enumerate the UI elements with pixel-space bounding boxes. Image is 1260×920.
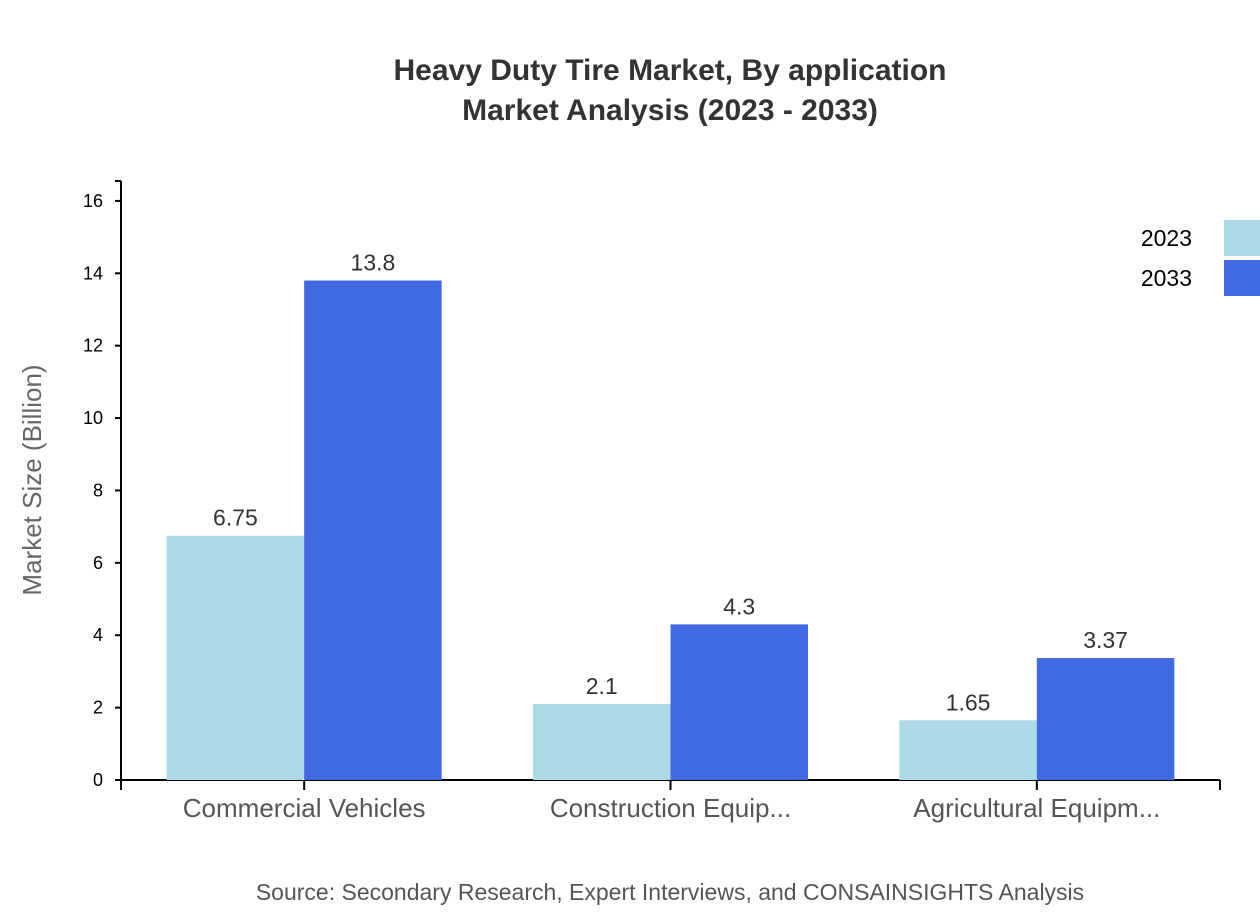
- bar-2023[interactable]: [533, 703, 671, 780]
- legend-label: 2033: [1141, 265, 1192, 291]
- chart-title-line-1: Heavy Duty Tire Market, By application: [394, 54, 947, 87]
- data-label: 6.75: [213, 505, 258, 531]
- bar-2033[interactable]: [670, 624, 809, 780]
- y-tick-label: 0: [93, 770, 103, 790]
- legend-swatch-2023: [1224, 220, 1260, 256]
- data-label: 13.8: [351, 250, 396, 276]
- y-tick-label: 16: [83, 191, 103, 211]
- y-tick-label: 10: [83, 408, 103, 428]
- legend: 2023 2033: [1141, 220, 1260, 296]
- source-note: Source: Secondary Research, Expert Inter…: [256, 879, 1084, 905]
- x-tick-label: Agricultural Equipm...: [913, 793, 1160, 823]
- data-label: 4.3: [723, 593, 755, 619]
- chart-title-line-2: Market Analysis (2023 - 2033): [462, 94, 878, 127]
- bars: 6.75 13.8 2.1 4.3 1.65 3.37: [166, 250, 1175, 780]
- y-axis-label: Market Size (Billion): [17, 364, 47, 595]
- data-label: 2.1: [586, 673, 618, 699]
- legend-label: 2023: [1141, 225, 1192, 251]
- data-label: 1.65: [946, 689, 991, 715]
- bar-2033[interactable]: [1036, 658, 1175, 780]
- y-tick-label: 6: [93, 553, 103, 573]
- y-tick-label: 14: [83, 263, 103, 283]
- y-tick-label: 2: [93, 698, 103, 718]
- x-tick-label: Construction Equip...: [550, 793, 791, 823]
- legend-swatch-2033: [1224, 260, 1260, 296]
- bar-2033[interactable]: [304, 280, 442, 780]
- y-axis: 0 2 4 6 8 10 12 14 16: [83, 180, 122, 790]
- data-label: 3.37: [1083, 627, 1128, 653]
- y-tick-label: 8: [93, 480, 103, 500]
- y-tick-label: 12: [83, 336, 103, 356]
- x-axis: Commercial Vehicles Construction Equip...…: [120, 779, 1221, 823]
- bar-2023[interactable]: [899, 720, 1037, 780]
- bar-2023[interactable]: [166, 535, 305, 780]
- x-tick-label: Commercial Vehicles: [183, 793, 426, 823]
- y-tick-label: 4: [93, 625, 103, 645]
